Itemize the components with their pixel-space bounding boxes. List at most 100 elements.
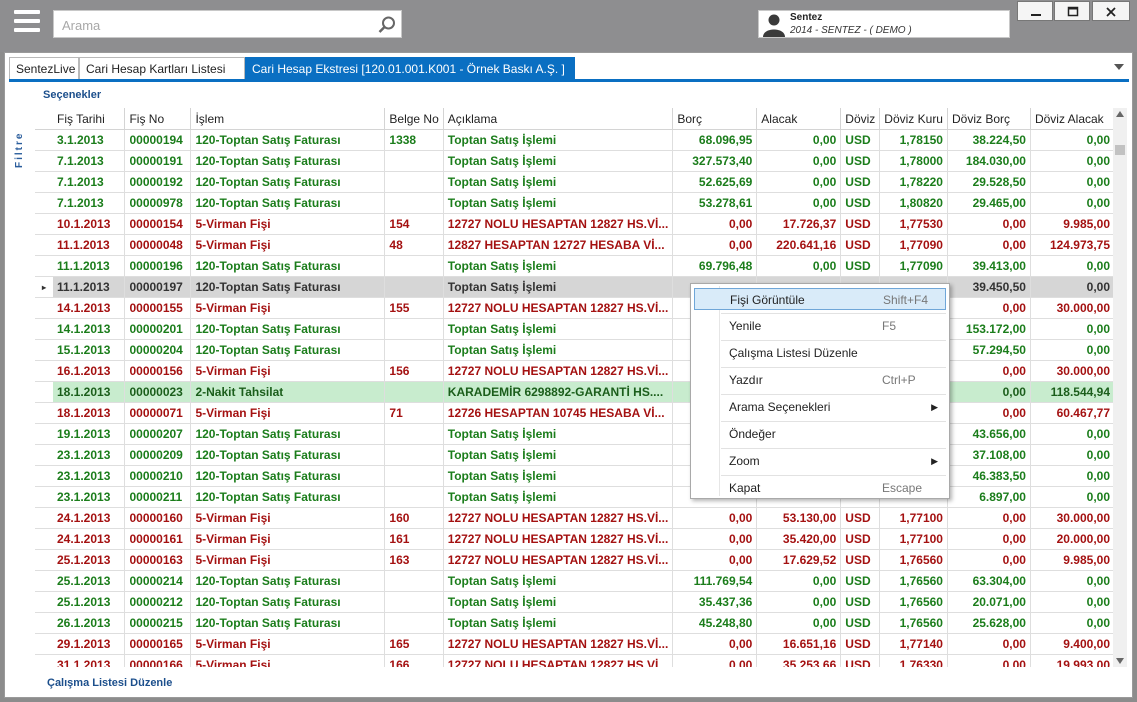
search-input[interactable] xyxy=(60,14,374,36)
table-row[interactable]: 23.1.2013 00000210 120-Toptan Satış Fatura… xyxy=(35,465,1115,487)
column-header[interactable]: Açıklama xyxy=(443,108,674,130)
hamburger-menu-icon[interactable] xyxy=(14,10,40,36)
menu-item-shortcut: Escape xyxy=(882,481,923,495)
context-menu-item[interactable]: Yazdır Ctrl+P xyxy=(694,369,946,391)
table-row[interactable]: 25.1.2013 00000212 120-Toptan Satış Fatura… xyxy=(35,591,1115,613)
context-menu-item[interactable]: Çalışma Listesi Düzenle xyxy=(694,342,946,364)
column-header[interactable]: Fiş Tarihi xyxy=(52,108,126,130)
scroll-down-icon[interactable] xyxy=(1116,658,1124,664)
table-row[interactable]: 25.1.2013 00000214 120-Toptan Satış Fatura… xyxy=(35,570,1115,592)
context-menu-item[interactable]: Öndeğer xyxy=(694,423,946,445)
vertical-scrollbar[interactable] xyxy=(1113,108,1127,667)
menu-item-shortcut: F5 xyxy=(882,319,897,333)
table-cell: 00000201 xyxy=(124,318,192,340)
tab-sentezlive[interactable]: SentezLive xyxy=(9,57,79,79)
table-row[interactable]: 14.1.2013 00000201 120-Toptan Satış Fatura… xyxy=(35,318,1115,340)
table-cell xyxy=(384,591,444,613)
table-row[interactable]: 14.1.2013 00000155 5-Virman Fişi 155 12727 N… xyxy=(35,297,1115,319)
table-row[interactable]: 26.1.2013 00000215 120-Toptan Satış Fatura… xyxy=(35,612,1115,634)
table-row[interactable]: 29.1.2013 00000165 5-Virman Fişi 165 12727 N… xyxy=(35,633,1115,655)
tab-cari-hesap-kartlari[interactable]: Cari Hesap Kartları Listesi xyxy=(79,57,245,79)
scroll-up-icon[interactable] xyxy=(1116,111,1124,117)
table-row[interactable]: 25.1.2013 00000163 5-Virman Fişi 163 12727 N… xyxy=(35,549,1115,571)
table-cell: USD xyxy=(840,192,881,214)
column-header[interactable]: Döviz xyxy=(840,108,881,130)
table-cell xyxy=(384,192,444,214)
context-menu-item[interactable]: Fişi Görüntüle Shift+F4 xyxy=(694,288,946,310)
table-cell: 00000204 xyxy=(124,339,192,361)
tab-cari-hesap-ekstresi[interactable]: Cari Hesap Ekstresi [120.01.001.K001 - Ö… xyxy=(245,57,585,79)
table-cell: Toptan Satış İşlemi xyxy=(443,192,674,214)
scrollbar-thumb[interactable] xyxy=(1115,145,1125,155)
table-cell: 2-Nakit Tahsilat xyxy=(190,381,386,403)
table-cell: 1,80820 xyxy=(879,192,948,214)
table-cell: 0,00 xyxy=(947,234,1031,256)
table-cell: 0,00 xyxy=(756,612,842,634)
table-row[interactable]: 11.1.2013 00000048 5-Virman Fişi 48 12827 HE… xyxy=(35,234,1115,256)
maximize-button[interactable] xyxy=(1054,1,1090,21)
column-header[interactable]: Döviz Kuru xyxy=(879,108,948,130)
table-row[interactable]: 7.1.2013 00000978 120-Toptan Satış Faturas… xyxy=(35,192,1115,214)
table-cell: 161 xyxy=(384,528,444,550)
table-cell: 10.1.2013 xyxy=(52,213,126,235)
column-header[interactable]: Fiş No xyxy=(124,108,192,130)
search-box[interactable] xyxy=(53,10,402,38)
table-cell: 00000192 xyxy=(124,171,192,193)
table-row[interactable]: 18.1.2013 00000023 2-Nakit Tahsilat KARADEM… xyxy=(35,381,1115,403)
table-row[interactable]: 23.1.2013 00000209 120-Toptan Satış Fatura… xyxy=(35,444,1115,466)
table-row[interactable]: 31.1.2013 00000166 5-Virman Fişi 166 12727 N… xyxy=(35,654,1115,667)
table-row[interactable]: 7.1.2013 00000191 120-Toptan Satış Faturas… xyxy=(35,150,1115,172)
table-row[interactable]: 19.1.2013 00000207 120-Toptan Satış Fatura… xyxy=(35,423,1115,445)
table-row[interactable]: 24.1.2013 00000160 5-Virman Fişi 160 12727 N… xyxy=(35,507,1115,529)
table-cell: 0,00 xyxy=(756,129,842,151)
menu-item-label: Öndeğer xyxy=(729,427,776,441)
column-header[interactable]: İşlem xyxy=(190,108,386,130)
column-header[interactable]: Döviz Borç xyxy=(947,108,1031,130)
table-row[interactable]: 23.1.2013 00000211 120-Toptan Satış Fatura… xyxy=(35,486,1115,508)
table-row[interactable]: 15.1.2013 00000204 120-Toptan Satış Fatura… xyxy=(35,339,1115,361)
table-row[interactable]: 16.1.2013 00000156 5-Virman Fişi 156 12727 N… xyxy=(35,360,1115,382)
column-header[interactable]: Alacak xyxy=(756,108,842,130)
close-window-button[interactable] xyxy=(1092,1,1130,21)
context-menu-item[interactable]: Zoom ▶ xyxy=(694,450,946,472)
row-indicator-header xyxy=(35,108,53,130)
table-cell: USD xyxy=(840,255,881,277)
table-cell: 0,00 xyxy=(672,507,758,529)
close-icon xyxy=(1106,7,1116,17)
row-indicator xyxy=(35,486,53,508)
user-panel[interactable]: Sentez 2014 - SENTEZ - ( DEMO ) xyxy=(758,10,1010,38)
table-cell: 53.130,00 xyxy=(756,507,842,529)
search-icon[interactable] xyxy=(377,15,397,35)
minimize-button[interactable] xyxy=(1017,1,1053,21)
table-row[interactable]: 7.1.2013 00000192 120-Toptan Satış Faturas… xyxy=(35,171,1115,193)
table-cell: 46.383,50 xyxy=(947,465,1031,487)
column-header[interactable]: Döviz Alacak xyxy=(1030,108,1115,130)
table-row[interactable]: 3.1.2013 00000194 120-Toptan Satış Faturas… xyxy=(35,129,1115,151)
filter-side-tab[interactable]: Filtre xyxy=(14,131,25,168)
table-cell: 29.1.2013 xyxy=(52,633,126,655)
column-header[interactable]: Belge No xyxy=(384,108,444,130)
context-menu-item[interactable]: Arama Seçenekleri ▶ xyxy=(694,396,946,418)
table-row[interactable]: ▸ 11.1.2013 00000197 120-Toptan Satış Fatur… xyxy=(35,276,1115,298)
table-cell: 19.1.2013 xyxy=(52,423,126,445)
tab-list-dropdown-icon[interactable] xyxy=(1114,63,1124,71)
table-cell: 0,00 xyxy=(1030,591,1115,613)
table-cell: Toptan Satış İşlemi xyxy=(443,444,674,466)
options-link[interactable]: Seçenekler xyxy=(43,89,102,101)
table-cell xyxy=(384,339,444,361)
table-row[interactable]: 10.1.2013 00000154 5-Virman Fişi 154 12727 N… xyxy=(35,213,1115,235)
column-header[interactable]: Borç xyxy=(672,108,758,130)
tab-close-icon[interactable]: ✕ xyxy=(574,62,585,76)
edit-worklist-link[interactable]: Çalışma Listesi Düzenle xyxy=(47,677,173,689)
context-menu-item[interactable]: Kapat Escape xyxy=(694,477,946,499)
row-indicator xyxy=(35,549,53,571)
table-cell: 35.420,00 xyxy=(756,528,842,550)
menu-item-shortcut: Shift+F4 xyxy=(883,293,929,307)
table-cell: Toptan Satış İşlemi xyxy=(443,276,674,298)
table-cell: 0,00 xyxy=(1030,255,1115,277)
table-row[interactable]: 18.1.2013 00000071 5-Virman Fişi 71 12726 HE… xyxy=(35,402,1115,424)
context-menu-item[interactable]: Yenile F5 xyxy=(694,315,946,337)
table-row[interactable]: 11.1.2013 00000196 120-Toptan Satış Fatura… xyxy=(35,255,1115,277)
table-row[interactable]: 24.1.2013 00000161 5-Virman Fişi 161 12727 N… xyxy=(35,528,1115,550)
table-cell: USD xyxy=(840,654,881,667)
